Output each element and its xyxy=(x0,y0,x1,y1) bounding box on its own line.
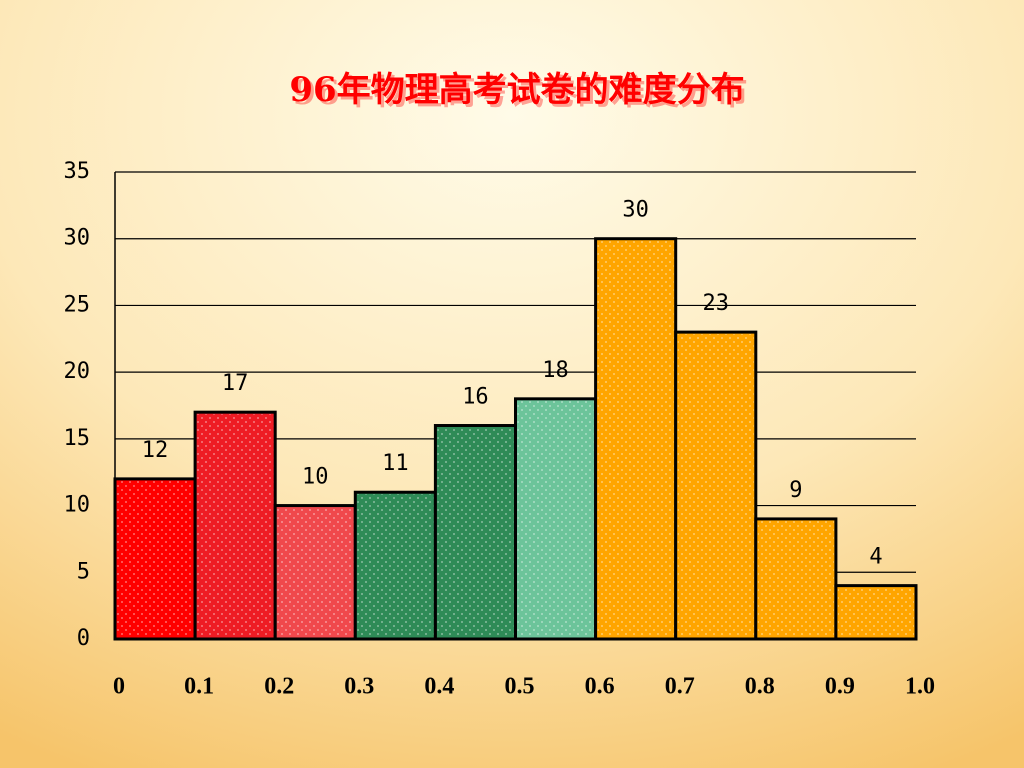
x-tick-label: 0.5 xyxy=(505,674,535,700)
data-label: 17 xyxy=(222,371,249,396)
bar-texture xyxy=(197,414,274,637)
x-tick-label: 0.9 xyxy=(825,674,855,700)
x-tick-label: 0.6 xyxy=(585,674,615,700)
data-label: 9 xyxy=(789,478,802,503)
x-tick-label: 0.2 xyxy=(264,674,294,700)
y-tick-label: 10 xyxy=(64,493,91,518)
data-label: 30 xyxy=(622,198,649,223)
bar-texture xyxy=(597,240,674,637)
data-label: 12 xyxy=(142,438,169,463)
data-label: 16 xyxy=(462,385,489,410)
y-tick-label: 25 xyxy=(64,292,91,317)
bar-texture xyxy=(677,334,754,637)
x-tick-label: 0 xyxy=(113,674,125,700)
data-label: 23 xyxy=(703,291,730,316)
bar-texture xyxy=(357,494,434,637)
y-tick-label: 5 xyxy=(77,559,90,584)
y-tick-label: 35 xyxy=(64,159,91,184)
x-tick-label: 0.7 xyxy=(665,674,695,700)
y-tick-label: 0 xyxy=(77,626,90,651)
data-label: 4 xyxy=(869,545,882,570)
x-tick-label: 1.0 xyxy=(905,674,935,700)
x-tick-label: 0.8 xyxy=(745,674,775,700)
bar-texture xyxy=(517,400,594,637)
chart-title-shadow: 96年物理高考试卷的难度分布 xyxy=(292,73,747,113)
data-label: 10 xyxy=(302,465,329,490)
data-label: 18 xyxy=(542,358,569,383)
y-tick-label: 15 xyxy=(64,426,91,451)
bar-texture xyxy=(837,587,914,637)
x-tick-label: 0.4 xyxy=(424,674,454,700)
bar-texture xyxy=(277,507,354,637)
y-tick-label: 20 xyxy=(64,359,91,384)
bar-texture xyxy=(117,480,194,637)
bar-texture xyxy=(757,520,834,637)
data-label: 11 xyxy=(382,451,409,476)
x-tick-label: 0.3 xyxy=(344,674,374,700)
bar-texture xyxy=(437,427,514,637)
y-tick-label: 30 xyxy=(64,226,91,251)
chart-title: 96年物理高考试卷的难度分布 xyxy=(289,70,744,110)
x-tick-label: 0.1 xyxy=(184,674,214,700)
